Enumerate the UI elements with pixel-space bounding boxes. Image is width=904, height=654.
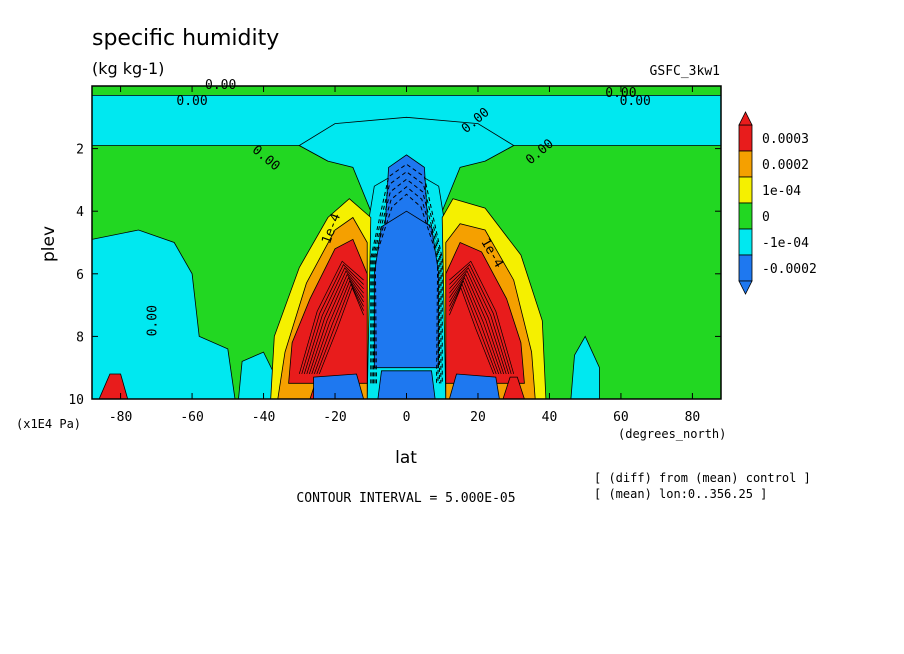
colorbar: 0.0003 0.0002 1e-04 0 -1e-04 -0.0002 [738,111,817,295]
contour-line [313,280,364,375]
y-tick-label: 2 [76,143,84,158]
contour-line [449,273,505,375]
contour-line [449,270,507,375]
x-tick-label: 0 [403,410,411,425]
contour-line [308,273,364,375]
negative-contour-line [374,193,439,384]
contour-line [449,263,512,375]
contour-line [449,276,502,375]
contour-line [298,260,364,375]
mean-note: [ (mean) lon:0..356.25 ] [594,487,767,501]
chart-title: specific humidity [92,26,279,51]
colorbar-swatch-green [738,202,753,230]
colorbar-label: 0.0002 [762,158,809,173]
x-tick-label: -40 [252,410,275,425]
contour-line [318,286,364,375]
colorbar-swatch-blue [738,254,753,282]
x-tick-label: -60 [180,410,203,425]
colorbar-min-arrow [738,280,753,295]
contour-line [306,270,364,375]
contour-region-cyan [238,351,282,399]
x-tick-label: 20 [470,410,486,425]
negative-contour-line [373,186,440,384]
x-tick-label: 80 [685,410,701,425]
contour-line [316,283,364,375]
colorbar-max-arrow [738,111,753,126]
colorbar-swatch-orange [738,150,753,178]
y-tick-label: 6 [76,268,84,283]
colorbar-label: 0 [762,210,770,225]
x-tick-label: -80 [109,410,132,425]
chart-units: (kg kg-1) [92,59,164,78]
contour-region-red [445,241,525,384]
colorbar-label: -0.0002 [762,262,817,277]
contour-region-blue [377,370,436,399]
contour-interval: CONTOUR INTERVAL = 5.000E-05 [296,491,515,506]
contour-region-blue [373,210,440,369]
contour-label: 0.00 [605,86,636,101]
x-axis-label: lat [395,448,417,468]
contour-region-cyan [92,229,236,399]
contour-region-blue [448,373,500,399]
contour-line [449,260,515,375]
contour-label: 0.00 [176,94,207,109]
y-axis-label: plev [39,226,59,262]
y-tick-label: 10 [68,393,84,408]
contour-region-red [98,373,129,399]
contour-line [449,280,500,375]
plot-area [92,86,721,399]
contour-line [449,283,497,375]
colorbar-swatch-yellow [738,176,753,204]
contour-line [303,267,364,375]
colorbar-swatch-cyan [738,228,753,256]
contour-line [311,276,364,375]
colorbar-label: 0.0003 [762,132,809,147]
y-tick-label: 4 [76,205,84,220]
x-tick-label: 40 [542,410,558,425]
contour-region-cyan [570,335,600,399]
colorbar-label: -1e-04 [762,236,809,251]
x-tick-label: -20 [323,410,346,425]
colorbar-swatch-red [738,124,753,152]
contour-region-red [502,376,525,399]
contour-label: 0.00 [620,94,651,109]
negative-contour-line [372,178,441,384]
contour-line [301,263,364,375]
x-axis-units: (degrees_north) [618,427,726,441]
contour-line [449,267,510,375]
contour-label: 0.00 [145,305,160,336]
y-axis-units: (x1E4 Pa) [16,417,81,431]
contour-line [449,286,495,375]
contour-region-blue [313,373,365,399]
colorbar-label: 1e-04 [762,184,801,199]
diff-note: [ (diff) from (mean) control ] [594,471,811,485]
y-tick-label: 8 [76,330,84,345]
model-name: GSFC_3kw1 [650,64,720,79]
x-tick-label: 60 [613,410,629,425]
